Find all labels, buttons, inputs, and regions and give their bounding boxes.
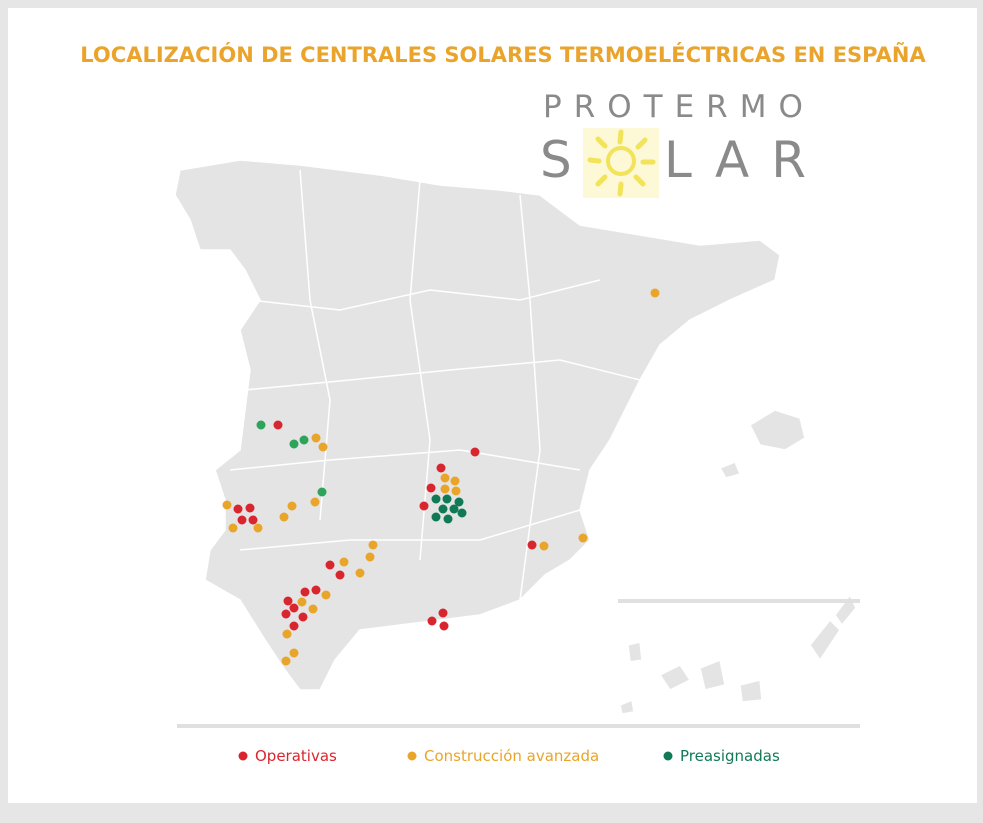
plant-dot <box>449 504 459 514</box>
plant-dot <box>431 512 441 522</box>
plant-dot <box>311 585 321 595</box>
plant-dot <box>427 616 437 626</box>
plant-dot <box>419 501 429 511</box>
plant-dot <box>282 629 292 639</box>
plant-dot <box>457 508 467 518</box>
plant-dot <box>438 504 448 514</box>
plant-dot <box>650 288 660 298</box>
spain-map <box>174 159 857 715</box>
plant-dot <box>299 435 309 445</box>
legend: Operativas Construcción avanzada Preasigna… <box>238 747 780 765</box>
plant-dot <box>279 512 289 522</box>
plant-dot <box>287 501 297 511</box>
legend-label: Operativas <box>255 747 337 765</box>
plant-dot <box>228 523 238 533</box>
plant-dot <box>253 523 263 533</box>
plant-dot <box>443 514 453 524</box>
plant-dot <box>311 433 321 443</box>
legend-swatch <box>407 751 417 761</box>
plant-dot <box>273 420 283 430</box>
plant-dot <box>431 494 441 504</box>
plant-dot <box>281 609 291 619</box>
plant-dot <box>222 500 232 510</box>
plant-dot <box>310 497 320 507</box>
plant-dot <box>298 612 308 622</box>
plant-dot <box>289 648 299 658</box>
plant-dot <box>436 463 446 473</box>
plant-dot <box>321 590 331 600</box>
plant-dot <box>426 483 436 493</box>
plant-dot <box>339 557 349 567</box>
plants <box>222 288 660 666</box>
plant-dot <box>289 621 299 631</box>
plant-dot <box>237 515 247 525</box>
plant-dot <box>440 484 450 494</box>
plant-dot <box>442 494 452 504</box>
plant-dot <box>365 552 375 562</box>
plant-dot <box>539 541 549 551</box>
legend-label: Preasignadas <box>680 747 780 765</box>
logo-line1: PROTERMO <box>543 89 815 125</box>
logo-s: S <box>540 131 572 189</box>
plant-dot <box>335 570 345 580</box>
plant-dot <box>451 486 461 496</box>
plant-dot <box>300 587 310 597</box>
title: LOCALIZACIÓN DE CENTRALES SOLARES TERMOE… <box>80 42 926 67</box>
plant-dot <box>439 621 449 631</box>
plant-dot <box>297 597 307 607</box>
plant-dot <box>355 568 365 578</box>
plant-dot <box>438 608 448 618</box>
plant-dot <box>578 533 588 543</box>
plant-dot <box>248 515 258 525</box>
plant-dot <box>283 596 293 606</box>
plant-dot <box>245 503 255 513</box>
plant-dot <box>454 497 464 507</box>
logo-lar: LAR <box>664 131 828 189</box>
plant-dot <box>308 604 318 614</box>
plant-dot <box>317 487 327 497</box>
plant-dot <box>440 473 450 483</box>
plant-dot <box>289 439 299 449</box>
legend-label: Construcción avanzada <box>424 747 599 765</box>
plant-dot <box>318 442 328 452</box>
plant-dot <box>325 560 335 570</box>
legend-swatch <box>663 751 673 761</box>
plant-dot <box>450 476 460 486</box>
logo-sun <box>583 128 659 198</box>
plant-dot <box>289 603 299 613</box>
plant-dot <box>368 540 378 550</box>
plant-dot <box>470 447 480 457</box>
plant-dot <box>256 420 266 430</box>
legend-swatch <box>238 751 248 761</box>
plant-dot <box>527 540 537 550</box>
plant-dot <box>233 504 243 514</box>
plant-dot <box>281 656 291 666</box>
